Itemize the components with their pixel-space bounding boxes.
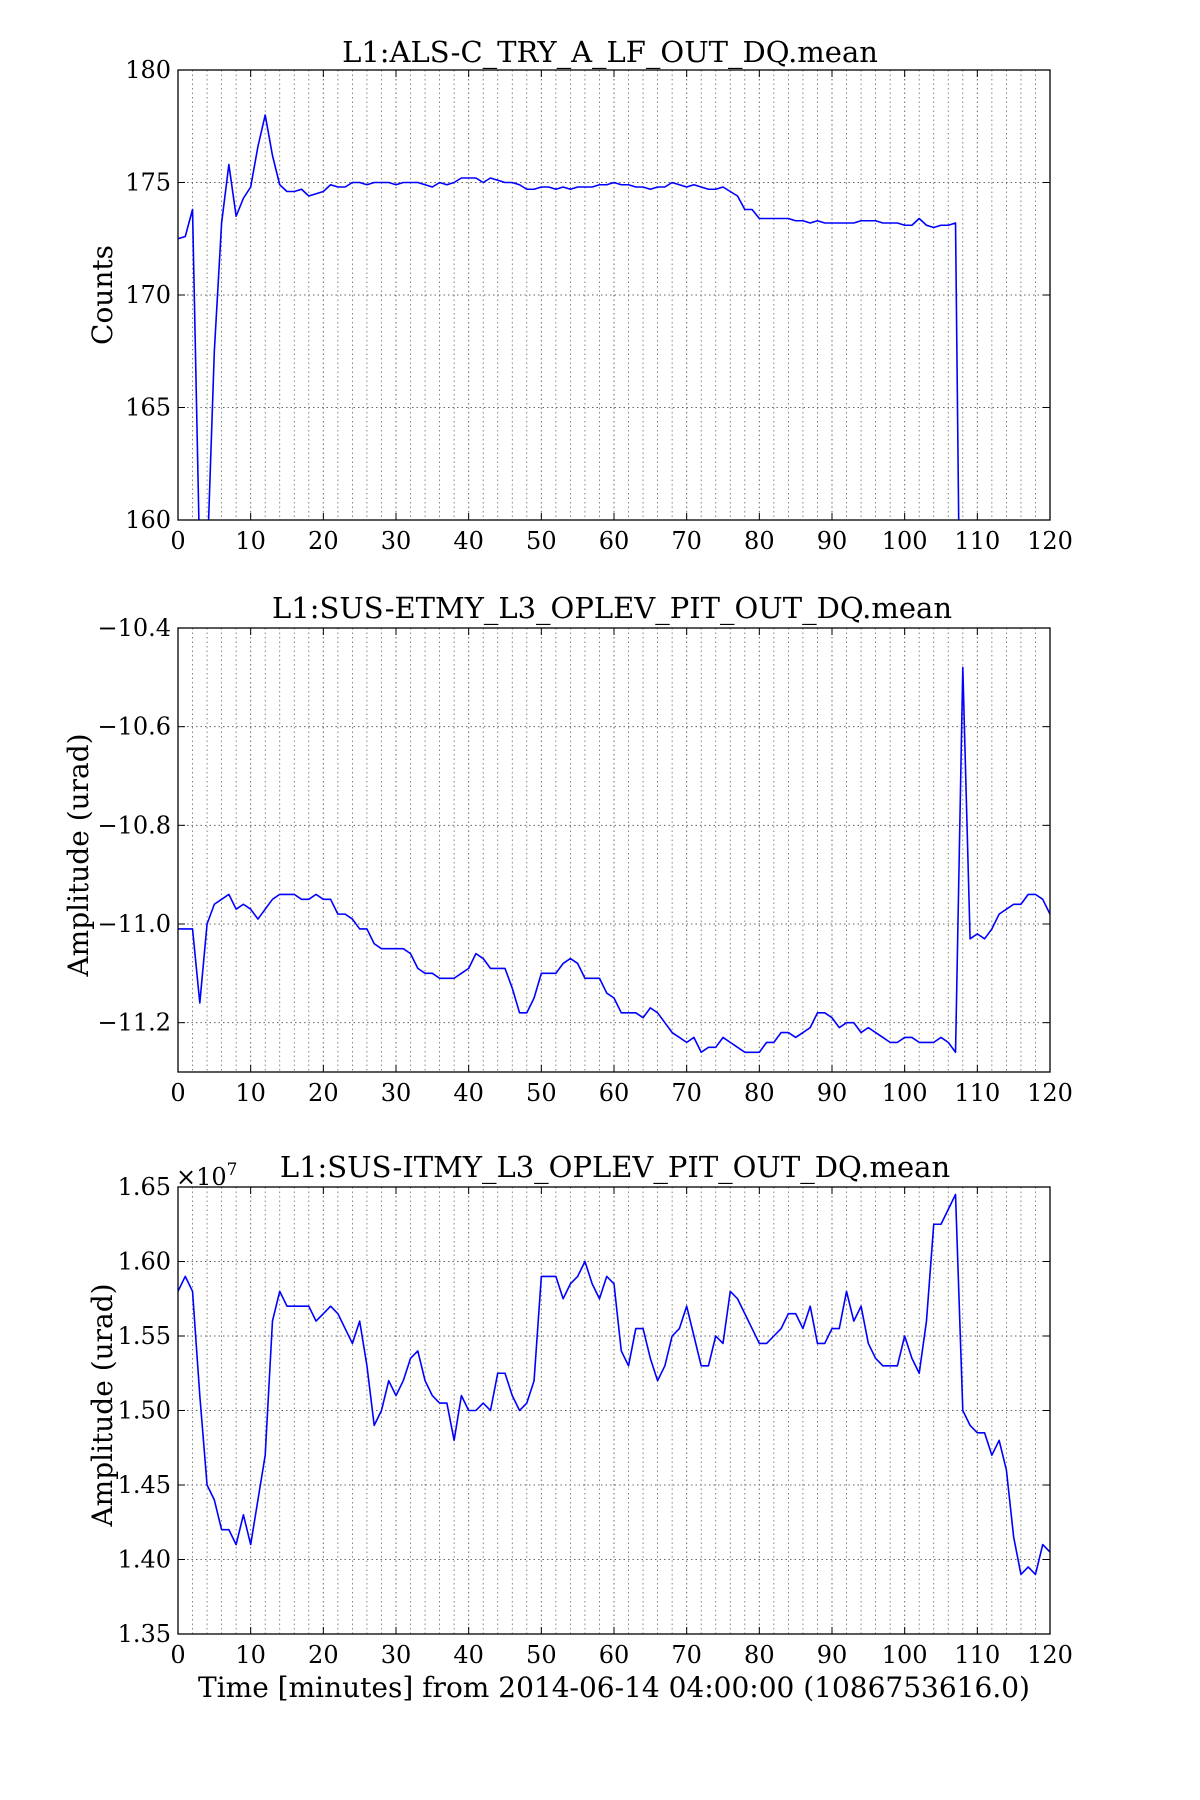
y-tick-label: 1.65 bbox=[118, 1173, 171, 1201]
x-tick-label: 50 bbox=[526, 527, 557, 555]
x-tick-label: 10 bbox=[235, 1641, 266, 1669]
x-tick-label: 20 bbox=[308, 1641, 339, 1669]
series-line bbox=[178, 666, 1050, 1054]
x-tick-label: 0 bbox=[170, 527, 185, 555]
x-tick-label: 70 bbox=[671, 1641, 702, 1669]
x-tick-label: 80 bbox=[744, 527, 775, 555]
chart-title: L1:ALS-C_TRY_A_LF_OUT_DQ.mean bbox=[342, 35, 878, 70]
x-tick-label: 20 bbox=[308, 527, 339, 555]
x-tick-label: 120 bbox=[1027, 1079, 1073, 1107]
chart-title: L1:SUS-ETMY_L3_OPLEV_PIT_OUT_DQ.mean bbox=[272, 591, 952, 626]
series-line bbox=[178, 114, 960, 520]
x-tick-label: 90 bbox=[817, 527, 848, 555]
x-tick-label: 120 bbox=[1027, 527, 1073, 555]
x-tick-label: 120 bbox=[1027, 1641, 1073, 1669]
x-tick-label: 50 bbox=[526, 1079, 557, 1107]
y-tick-label: 160 bbox=[125, 506, 171, 534]
x-tick-label: 60 bbox=[599, 527, 630, 555]
y-tick-label: −10.4 bbox=[97, 614, 171, 642]
y-tick-label: 1.60 bbox=[118, 1248, 171, 1276]
x-tick-label: 70 bbox=[671, 527, 702, 555]
x-tick-label: 100 bbox=[882, 1641, 928, 1669]
x-tick-label: 110 bbox=[954, 1641, 1000, 1669]
x-tick-label: 40 bbox=[453, 1079, 484, 1107]
y-tick-label: −10.8 bbox=[97, 811, 171, 839]
y-tick-label: 1.55 bbox=[118, 1322, 171, 1350]
axis-offset-label: ×107 bbox=[176, 1160, 237, 1191]
x-tick-label: 70 bbox=[671, 1079, 702, 1107]
y-tick-label: 1.50 bbox=[118, 1397, 171, 1425]
subplot-itmy-oplev: L1:SUS-ITMY_L3_OPLEV_PIT_OUT_DQ.mean Amp… bbox=[86, 1150, 1073, 1704]
y-axis-label: Counts bbox=[86, 245, 119, 345]
subplot-als-try: L1:ALS-C_TRY_A_LF_OUT_DQ.mean Counts 0 10… bbox=[86, 35, 1073, 555]
y-tick-label: 1.35 bbox=[118, 1620, 171, 1648]
y-tick-label: 1.45 bbox=[118, 1471, 171, 1499]
plot-area: 0 10 20 30 40 50 60 70 80 90 100 110 120 −11.2 −11.0 −1… bbox=[97, 614, 1072, 1107]
x-tick-label: 110 bbox=[954, 527, 1000, 555]
y-tick-label: 175 bbox=[125, 169, 171, 197]
x-tick-label: 100 bbox=[882, 1079, 928, 1107]
x-tick-label: 0 bbox=[170, 1641, 185, 1669]
y-tick-label: 170 bbox=[125, 281, 171, 309]
x-tick-label: 90 bbox=[817, 1641, 848, 1669]
x-tick-label: 10 bbox=[235, 1079, 266, 1107]
y-tick-label: −10.6 bbox=[97, 713, 171, 741]
x-tick-label: 20 bbox=[308, 1079, 339, 1107]
x-tick-label: 30 bbox=[381, 1079, 412, 1107]
grid-lines bbox=[177, 627, 1051, 1072]
x-tick-label: 30 bbox=[381, 527, 412, 555]
x-tick-label: 110 bbox=[954, 1079, 1000, 1107]
grid-lines bbox=[177, 69, 1051, 521]
y-tick-label: 1.40 bbox=[118, 1546, 171, 1574]
x-tick-label: 60 bbox=[599, 1641, 630, 1669]
series-line bbox=[178, 1193, 1050, 1576]
x-tick-label: 0 bbox=[170, 1079, 185, 1107]
y-tick-label: −11.2 bbox=[97, 1009, 171, 1037]
x-tick-label: 40 bbox=[453, 527, 484, 555]
y-tick-label: 180 bbox=[125, 56, 171, 84]
y-tick-label: −11.0 bbox=[97, 910, 171, 938]
grid-lines bbox=[177, 1186, 1051, 1635]
x-tick-label: 80 bbox=[744, 1079, 775, 1107]
x-tick-label: 100 bbox=[882, 527, 928, 555]
x-tick-label: 40 bbox=[453, 1641, 484, 1669]
x-tick-label: 80 bbox=[744, 1641, 775, 1669]
chart-title: L1:SUS-ITMY_L3_OPLEV_PIT_OUT_DQ.mean bbox=[280, 1150, 950, 1185]
plot-area: 0 10 20 30 40 50 60 70 80 90 100 110 120 1.35 1.40 1.45… bbox=[118, 1160, 1073, 1669]
y-axis-label: Amplitude (urad) bbox=[86, 1283, 119, 1527]
x-tick-label: 30 bbox=[381, 1641, 412, 1669]
x-tick-label: 50 bbox=[526, 1641, 557, 1669]
x-tick-label: 90 bbox=[817, 1079, 848, 1107]
plot-area: 0 10 20 30 40 50 60 70 80 90 100 110 120 160 165 170 175… bbox=[125, 56, 1073, 555]
x-axis-label: Time [minutes] from 2014-06-14 04:00:00 … bbox=[198, 1671, 1030, 1704]
x-tick-label: 10 bbox=[235, 527, 266, 555]
y-axis-label: Amplitude (urad) bbox=[62, 733, 95, 977]
y-tick-label: 165 bbox=[125, 394, 171, 422]
x-tick-label: 60 bbox=[599, 1079, 630, 1107]
subplot-etmy-oplev: L1:SUS-ETMY_L3_OPLEV_PIT_OUT_DQ.mean Amp… bbox=[62, 591, 1073, 1107]
